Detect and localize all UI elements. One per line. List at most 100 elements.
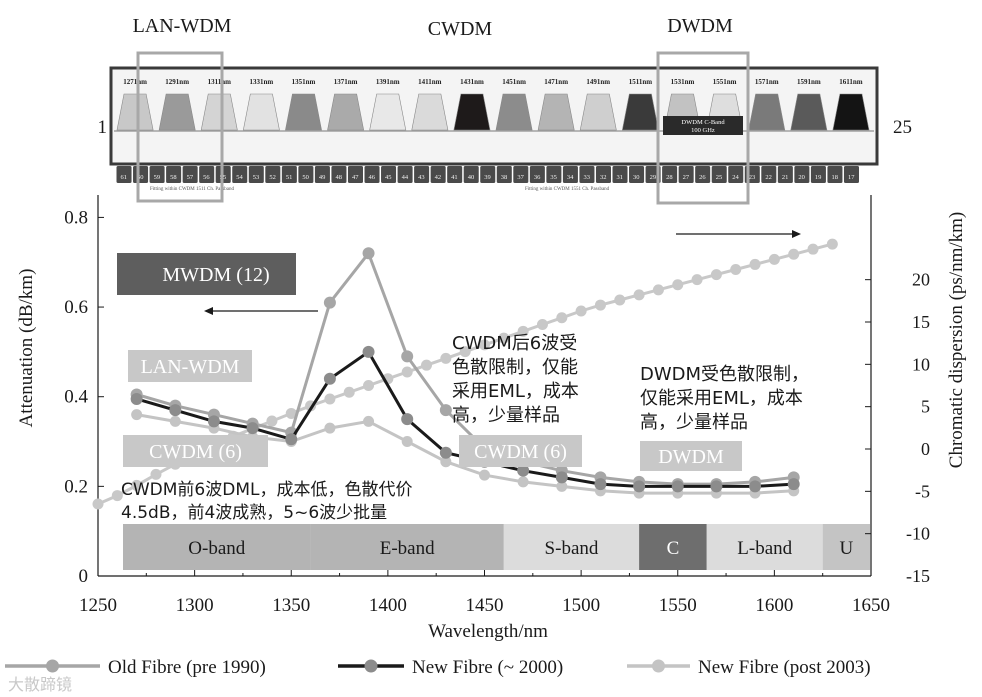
mwdm-label: MWDM (12) bbox=[162, 264, 269, 286]
dwdm-note-line: 高，少量样品 bbox=[640, 412, 748, 433]
itu-channel-number: 59 bbox=[154, 174, 161, 181]
itu-channel-cell bbox=[430, 166, 446, 183]
attenuation-series-point bbox=[555, 471, 568, 484]
dispersion-point bbox=[363, 380, 375, 391]
itu-channel-cell bbox=[248, 166, 264, 183]
attenuation-series-point bbox=[323, 296, 336, 309]
itu-channel-cell bbox=[298, 166, 314, 183]
itu-channel-cell bbox=[397, 166, 413, 183]
strip-right-number: 25 bbox=[893, 117, 912, 138]
itu-channel-cell bbox=[794, 166, 810, 183]
itu-channel-cell bbox=[777, 166, 793, 183]
dispersion-point bbox=[285, 407, 297, 419]
dispersion-arrow-head bbox=[792, 230, 801, 238]
axes-group: 1250 1300 1350 1400 1450 1500 1550 1600 165000.2… bbox=[16, 195, 967, 642]
itu-channel-number: 40 bbox=[468, 174, 475, 181]
y-axis-label: Attenuation (dB/km) bbox=[16, 269, 37, 428]
cwdm-channel-passband bbox=[832, 93, 870, 131]
itu-channel-number: 28 bbox=[666, 174, 673, 181]
cwdm-channel-label: 1491nm bbox=[586, 78, 610, 86]
itu-channel-cell bbox=[232, 166, 248, 183]
cwdm6-right-box-label: CWDM (6) bbox=[474, 441, 567, 463]
cwdm-channel-passband bbox=[579, 93, 617, 131]
attenuation-series-point bbox=[362, 345, 375, 358]
itu-channel-number: 27 bbox=[683, 174, 690, 181]
x-tick-label: 1350 bbox=[272, 595, 310, 616]
itu-channel-cell bbox=[579, 166, 595, 183]
band-segment bbox=[503, 524, 640, 570]
y-tick-label: 0.2 bbox=[64, 476, 88, 497]
x-tick-label: 1400 bbox=[369, 595, 407, 616]
itu-channel-number: 30 bbox=[633, 174, 640, 181]
itu-channel-cell bbox=[711, 166, 727, 183]
dwdm-cband-caption-2: 100 GHz bbox=[691, 127, 715, 134]
itu-channel-number: 39 bbox=[484, 174, 491, 181]
y2-tick-label: 20 bbox=[912, 270, 930, 290]
dispersion-point bbox=[131, 479, 143, 491]
band-label: L-band bbox=[737, 538, 792, 559]
legend-new-fibre-2000-label: New Fibre (~ 2000) bbox=[412, 657, 563, 678]
itu-channel-cell bbox=[347, 166, 363, 183]
legend-old-fibre-marker bbox=[46, 659, 59, 673]
y-tick-label: 0.8 bbox=[64, 207, 88, 228]
itu-channel-number: 24 bbox=[732, 174, 739, 181]
attenuation-series-point bbox=[363, 415, 375, 427]
attenuation-series-point bbox=[517, 464, 530, 477]
lan-wdm-box-label: LAN-WDM bbox=[141, 356, 240, 378]
itu-channel-number: 58 bbox=[170, 174, 177, 181]
cwdm-channel-passband bbox=[369, 93, 407, 131]
cwdm-channel-passband bbox=[748, 93, 786, 131]
itu-channel-number: 52 bbox=[269, 174, 276, 181]
itu-channel-number: 46 bbox=[369, 174, 376, 181]
itu-channel-cell bbox=[199, 166, 215, 183]
attenuation-series-point bbox=[594, 478, 607, 491]
itu-channel-cell bbox=[513, 166, 529, 183]
itu-channel-number: 53 bbox=[253, 174, 260, 181]
dwdm-box bbox=[640, 441, 742, 471]
band-segment bbox=[822, 524, 870, 570]
itu-channel-cell bbox=[595, 166, 611, 183]
cwdm-channel-passband bbox=[495, 93, 533, 131]
itu-channel-number: 21 bbox=[782, 174, 789, 181]
itu-channel-number: 43 bbox=[418, 174, 425, 181]
cwdm6-left-box-label: CWDM (6) bbox=[149, 441, 242, 463]
dispersion-point bbox=[633, 289, 645, 301]
itu-channel-cell bbox=[695, 166, 711, 183]
dispersion-point bbox=[440, 352, 452, 364]
cwdm-front-note-line: CWDM前6波DML，成本低，色散代价 bbox=[121, 480, 412, 500]
itu-channel-cell bbox=[827, 166, 843, 183]
y2-tick-label: -10 bbox=[906, 524, 930, 544]
itu-channel-number: 42 bbox=[435, 174, 442, 181]
itu-channel-cell bbox=[843, 166, 859, 183]
itu-channel-number: 41 bbox=[451, 174, 458, 181]
cwdm-channel-label: 1371nm bbox=[334, 78, 358, 86]
itu-channel-cell bbox=[265, 166, 281, 183]
lan-wdm-top-label: LAN-WDM bbox=[133, 15, 232, 37]
x-tick-label: 1650 bbox=[852, 595, 890, 616]
y2-tick-label: 0 bbox=[921, 439, 930, 459]
attenuation-series-point bbox=[517, 476, 529, 488]
cwdm-channel-label: 1471nm bbox=[544, 78, 568, 86]
itu-channel-cell bbox=[463, 166, 479, 183]
itu-channel-number: 34 bbox=[567, 174, 574, 181]
dispersion-point bbox=[498, 332, 510, 344]
cwdm-channel-label: 1531nm bbox=[671, 78, 695, 86]
itu-channel-number: 36 bbox=[534, 174, 541, 181]
itu-channel-cell bbox=[149, 166, 165, 183]
band-bar-group: O-band E-band S-band C L-band U bbox=[123, 524, 870, 570]
x-tick-label: 1600 bbox=[755, 595, 793, 616]
attenuation-series-line bbox=[136, 250, 794, 486]
attenuation-series-point bbox=[479, 469, 490, 481]
attenuation-series-point bbox=[285, 433, 298, 446]
attenuation-series-point bbox=[207, 415, 220, 428]
cwdm-channel-label: 1591nm bbox=[797, 78, 821, 86]
cwdm-back-note-line: 色散限制，仅能 bbox=[452, 357, 578, 378]
dwdm-note-line: 仅能采用EML，成本 bbox=[640, 388, 803, 409]
dwdm-cband-tag bbox=[663, 116, 743, 135]
cwdm-channel-label: 1411nm bbox=[418, 78, 442, 86]
legend-old-fibre-label: Old Fibre (pre 1990) bbox=[108, 657, 266, 678]
attenuation-series-point bbox=[401, 413, 414, 426]
itu-channel-number: 37 bbox=[517, 174, 524, 181]
itu-channel-number: 61 bbox=[121, 174, 128, 181]
